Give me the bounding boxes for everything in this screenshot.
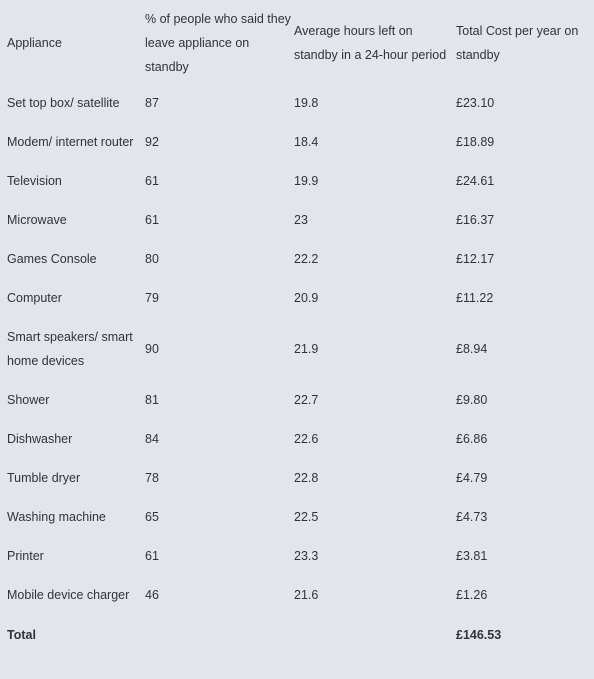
percent-cell: 80 [145,252,159,266]
percent-cell: 79 [145,291,159,305]
appliance-cell: Games Console [7,252,97,266]
hours-cell: 20.9 [294,291,319,305]
hours-cell: 22.7 [294,393,319,407]
percent-cell: 65 [145,510,159,524]
percent-cell: 46 [145,588,159,602]
total-row: Total £146.53 [0,615,594,652]
percent-cell: 87 [145,96,159,110]
table-row: Shower 81 22.7 £9.80 [0,381,594,420]
cost-cell: £18.89 [456,135,495,149]
appliance-cell: Mobile device charger [7,588,130,602]
standby-cost-table: Appliance % of people who said they leav… [0,0,594,652]
hours-cell: 22.2 [294,252,319,266]
table-row: Printer 61 23.3 £3.81 [0,537,594,576]
hours-cell: 23 [294,213,308,227]
table-header-row: Appliance % of people who said they leav… [0,0,594,84]
hours-cell: 23.3 [294,549,319,563]
header-average-hours: Average hours left on standby in a 24-ho… [294,24,447,62]
appliance-cell: Microwave [7,213,67,227]
hours-cell: 22.5 [294,510,319,524]
total-cost: £146.53 [456,628,502,642]
table-row: Washing machine 65 22.5 £4.73 [0,498,594,537]
percent-cell: 90 [145,342,159,356]
appliance-cell: Printer [7,549,44,563]
appliance-cell: Shower [7,393,50,407]
cost-cell: £8.94 [456,342,488,356]
cost-cell: £16.37 [456,213,495,227]
percent-cell: 61 [145,213,159,227]
cost-cell: £12.17 [456,252,495,266]
appliance-cell: Set top box/ satellite [7,96,120,110]
total-label: Total [7,628,36,642]
appliance-cell: Tumble dryer [7,471,81,485]
appliance-cell: Modem/ internet router [7,135,134,149]
table-row: Modem/ internet router 92 18.4 £18.89 [0,123,594,162]
cost-cell: £4.73 [456,510,488,524]
hours-cell: 19.8 [294,96,319,110]
table-row: Smart speakers/ smart home devices 90 21… [0,318,594,381]
appliance-cell: Television [7,174,62,188]
percent-cell: 61 [145,549,159,563]
cost-cell: £1.26 [456,588,488,602]
percent-cell: 81 [145,393,159,407]
cost-cell: £3.81 [456,549,488,563]
table-row: Dishwasher 84 22.6 £6.86 [0,420,594,459]
table-row: Set top box/ satellite 87 19.8 £23.10 [0,84,594,123]
appliance-cell: Smart speakers/ smart home devices [7,330,133,368]
table-row: Microwave 61 23 £16.37 [0,201,594,240]
cost-cell: £9.80 [456,393,488,407]
cost-cell: £24.61 [456,174,495,188]
hours-cell: 19.9 [294,174,319,188]
cost-cell: £6.86 [456,432,488,446]
appliance-cell: Washing machine [7,510,106,524]
table-row: Games Console 80 22.2 £12.17 [0,240,594,279]
table-row: Computer 79 20.9 £11.22 [0,279,594,318]
total-hours-cell [294,615,456,652]
hours-cell: 18.4 [294,135,319,149]
header-total-cost: Total Cost per year on standby [456,24,579,62]
appliance-cell: Computer [7,291,62,305]
hours-cell: 21.9 [294,342,319,356]
hours-cell: 22.6 [294,432,319,446]
appliance-cell: Dishwasher [7,432,73,446]
total-percent-cell [145,615,294,652]
cost-cell: £23.10 [456,96,495,110]
header-percent-standby: % of people who said they leave applianc… [145,12,291,74]
percent-cell: 92 [145,135,159,149]
percent-cell: 61 [145,174,159,188]
table-row: Mobile device charger 46 21.6 £1.26 [0,576,594,615]
percent-cell: 84 [145,432,159,446]
cost-cell: £4.79 [456,471,488,485]
hours-cell: 21.6 [294,588,319,602]
table-row: Television 61 19.9 £24.61 [0,162,594,201]
table-row: Tumble dryer 78 22.8 £4.79 [0,459,594,498]
header-appliance: Appliance [7,36,62,50]
percent-cell: 78 [145,471,159,485]
hours-cell: 22.8 [294,471,319,485]
cost-cell: £11.22 [456,291,494,305]
